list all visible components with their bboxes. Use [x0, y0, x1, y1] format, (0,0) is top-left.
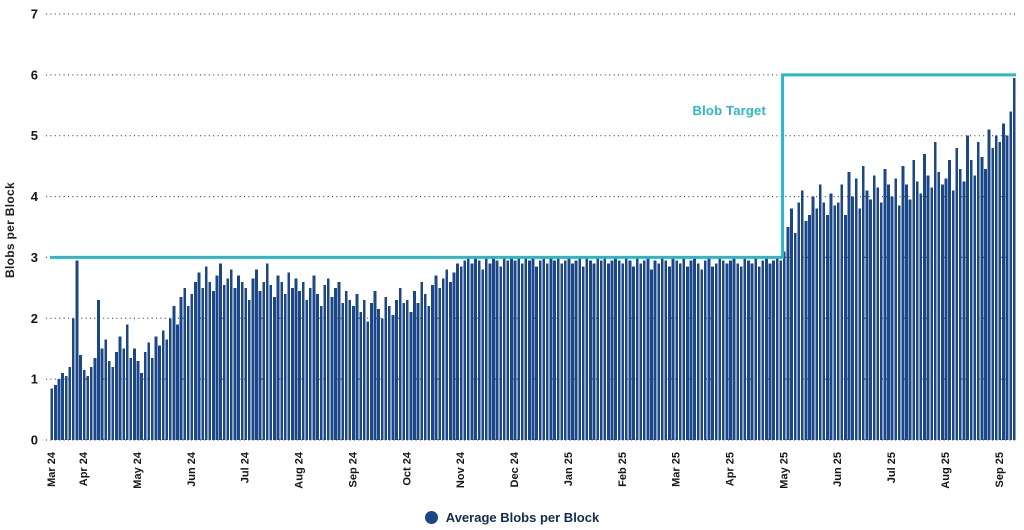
svg-text:May 24: May 24	[132, 451, 144, 489]
svg-text:Oct 24: Oct 24	[401, 451, 413, 486]
svg-text:Sep 24: Sep 24	[347, 451, 359, 487]
y-axis-tick-labels: 0 1 2 3 4 5 6 7	[31, 7, 39, 448]
svg-text:Aug 24: Aug 24	[294, 451, 306, 489]
svg-text:2: 2	[31, 311, 38, 326]
svg-text:Jun 25: Jun 25	[832, 452, 844, 487]
svg-text:Feb 25: Feb 25	[617, 452, 629, 487]
svg-text:0: 0	[31, 433, 38, 448]
svg-text:5: 5	[31, 128, 38, 143]
svg-text:1: 1	[31, 372, 38, 387]
svg-text:Jul 24: Jul 24	[240, 451, 252, 483]
svg-text:4: 4	[31, 189, 39, 204]
svg-text:Jan 25: Jan 25	[563, 452, 575, 486]
blob-target-line	[50, 73, 1016, 259]
legend-label: Average Blobs per Block	[445, 509, 600, 525]
svg-text:Dec 24: Dec 24	[509, 451, 521, 487]
series-dot-icon	[424, 510, 438, 524]
svg-text:3: 3	[31, 250, 38, 265]
svg-text:Jun 24: Jun 24	[186, 451, 198, 487]
bars-series-average-blobs	[50, 77, 1016, 441]
svg-text:Apr 24: Apr 24	[78, 451, 90, 486]
svg-text:Jul 25: Jul 25	[886, 452, 898, 483]
x-axis-month-labels: Mar 24 Apr 24 May 24 Jun 24 Jul 24 Aug 24 Sep …	[46, 451, 1006, 489]
chart-legend: Average Blobs per Block	[0, 506, 1024, 528]
svg-text:Mar 24: Mar 24	[46, 451, 58, 487]
svg-text:Sep 25: Sep 25	[994, 452, 1006, 487]
svg-text:6: 6	[31, 67, 38, 82]
svg-text:Nov 24: Nov 24	[455, 451, 467, 488]
blob-target-annotation: Blob Target	[692, 103, 766, 118]
svg-text:Mar 25: Mar 25	[671, 452, 683, 487]
svg-text:7: 7	[31, 7, 38, 22]
legend-item-average-blobs[interactable]: Average Blobs per Block	[424, 509, 600, 525]
svg-text:Aug 25: Aug 25	[940, 452, 952, 489]
svg-text:Apr 25: Apr 25	[725, 452, 737, 486]
y-axis-title: Blobs per Block	[3, 182, 17, 278]
svg-text:May 25: May 25	[778, 452, 790, 489]
